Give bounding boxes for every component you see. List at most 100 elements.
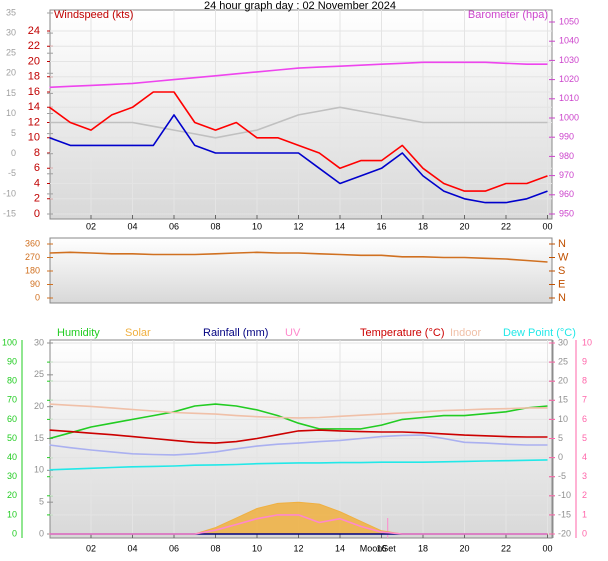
y-tick-label: 0: [35, 292, 40, 302]
x-tick-label: 00: [542, 221, 552, 231]
x-tick-label: 06: [169, 221, 179, 231]
y-tick-label: 15: [558, 395, 568, 405]
y-tick-label: 0: [582, 528, 587, 538]
y-tick-label: 5: [39, 497, 44, 507]
y-tick-label: 20: [34, 401, 44, 411]
y-tick-label: 10: [582, 337, 592, 347]
y-tick-label: 7: [582, 395, 587, 405]
y-tick-label: 10: [6, 108, 16, 118]
y-tick-label: 990: [559, 132, 574, 142]
annotation: MoonSet: [360, 543, 397, 553]
chart-title: 24 hour graph day : 02 November 2024: [204, 0, 396, 12]
y-tick-label: 12: [28, 116, 40, 128]
x-tick-label: 04: [127, 543, 137, 553]
x-tick-label: 18: [418, 221, 428, 231]
x-tick-label: 10: [252, 221, 262, 231]
y-tick-label: 25: [6, 48, 16, 58]
y-tick-label: -5: [558, 471, 566, 481]
y-tick-label: 20: [28, 55, 40, 67]
y-tick-label: 20: [7, 490, 17, 500]
y-tick-label: 0: [11, 148, 16, 158]
y-tick-label: 15: [34, 433, 44, 443]
y-tick-label: 25: [558, 356, 568, 366]
legend-label: UV: [285, 327, 301, 339]
x-tick-label: 08: [210, 543, 220, 553]
x-tick-label: 22: [501, 221, 511, 231]
y-tick-label: 5: [558, 433, 563, 443]
y-tick-label: 980: [559, 151, 574, 161]
x-tick-label: 18: [418, 543, 428, 553]
x-tick-label: 08: [210, 221, 220, 231]
x-tick-label: 10: [252, 543, 262, 553]
y-tick-label: 4: [582, 452, 587, 462]
y-tick-label: 270: [25, 252, 40, 262]
y-tick-label: 6: [582, 414, 587, 424]
y-tick-label: 10: [34, 465, 44, 475]
y-tick-label: 22: [28, 40, 40, 52]
y-tick-label: N: [558, 292, 566, 304]
legend-label: Solar: [125, 327, 151, 339]
y-tick-label: 18: [28, 71, 40, 83]
y-tick-label: 20: [6, 68, 16, 78]
series-line: [49, 251, 548, 263]
y-tick-label: 1: [582, 509, 587, 519]
x-tick-label: 06: [169, 543, 179, 553]
y-tick-label: 1030: [559, 55, 579, 65]
y-tick-label: 35: [6, 7, 16, 17]
legend-label: Indoor: [450, 327, 482, 339]
y-tick-label: 5: [582, 433, 587, 443]
x-tick-label: 02: [86, 543, 96, 553]
legend-label: Temperature (°C): [360, 327, 444, 339]
y-tick-label: 25: [34, 369, 44, 379]
x-tick-label: 14: [335, 543, 345, 553]
y-tick-label: 30: [558, 337, 568, 347]
axis-title: Windspeed (kts): [54, 9, 133, 21]
legend-label: Dew Point (°C): [503, 327, 576, 339]
y-tick-label: 10: [7, 509, 17, 519]
y-tick-label: 40: [7, 452, 17, 462]
y-tick-label: 50: [7, 433, 17, 443]
y-tick-label: 20: [558, 376, 568, 386]
y-tick-label: 30: [6, 27, 16, 37]
x-tick-label: 20: [459, 543, 469, 553]
series-line: [49, 114, 548, 204]
y-tick-label: 15: [6, 88, 16, 98]
y-tick-label: 10: [28, 132, 40, 144]
x-tick-label: 16: [376, 543, 386, 553]
y-tick-label: 5: [11, 128, 16, 138]
y-tick-label: 8: [34, 147, 40, 159]
x-tick-label: 14: [335, 221, 345, 231]
y-tick-label: -10: [3, 188, 16, 198]
series-line: [49, 429, 548, 444]
y-tick-label: 0: [34, 208, 40, 220]
y-tick-label: -10: [558, 490, 571, 500]
series-line: [49, 106, 548, 139]
y-tick-label: E: [558, 278, 565, 290]
series-line: [49, 91, 548, 192]
plot-area: [49, 237, 553, 304]
y-tick-label: 950: [559, 208, 574, 218]
series-line: [49, 514, 548, 535]
y-tick-label: 2: [34, 193, 40, 205]
y-tick-label: 1050: [559, 16, 579, 26]
x-tick-label: 12: [293, 543, 303, 553]
y-tick-label: 4: [34, 177, 40, 189]
y-tick-label: 1020: [559, 74, 579, 84]
y-tick-label: 60: [7, 414, 17, 424]
y-tick-label: 970: [559, 170, 574, 180]
y-tick-label: 30: [34, 337, 44, 347]
series-line: [49, 403, 548, 419]
y-tick-label: 180: [25, 265, 40, 275]
y-tick-label: 90: [30, 279, 40, 289]
y-tick-label: N: [558, 238, 566, 250]
y-tick-label: 2: [582, 490, 587, 500]
y-tick-label: 16: [28, 86, 40, 98]
y-tick-label: 960: [559, 189, 574, 199]
y-tick-label: 0: [12, 528, 17, 538]
y-tick-label: 6: [34, 162, 40, 174]
series-line: [49, 459, 548, 471]
y-tick-label: W: [558, 251, 569, 263]
axis-title: Barometer (hpa): [468, 9, 548, 21]
y-tick-label: -5: [8, 168, 16, 178]
